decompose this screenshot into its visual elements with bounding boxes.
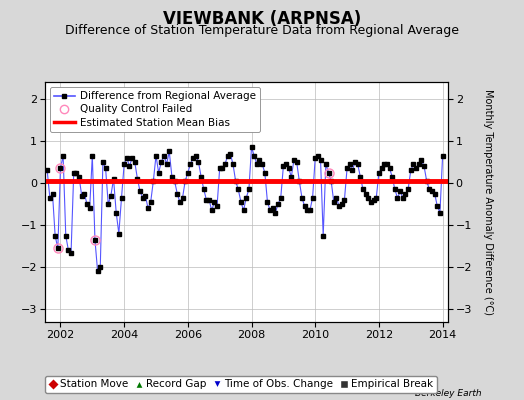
- Text: VIEWBANK (ARPNSA): VIEWBANK (ARPNSA): [163, 10, 361, 28]
- Legend: Station Move, Record Gap, Time of Obs. Change, Empirical Break: Station Move, Record Gap, Time of Obs. C…: [45, 376, 437, 393]
- Legend: Difference from Regional Average, Quality Control Failed, Estimated Station Mean: Difference from Regional Average, Qualit…: [50, 87, 260, 132]
- Text: Difference of Station Temperature Data from Regional Average: Difference of Station Temperature Data f…: [65, 24, 459, 37]
- Y-axis label: Monthly Temperature Anomaly Difference (°C): Monthly Temperature Anomaly Difference (…: [483, 89, 493, 315]
- Text: Berkeley Earth: Berkeley Earth: [416, 389, 482, 398]
